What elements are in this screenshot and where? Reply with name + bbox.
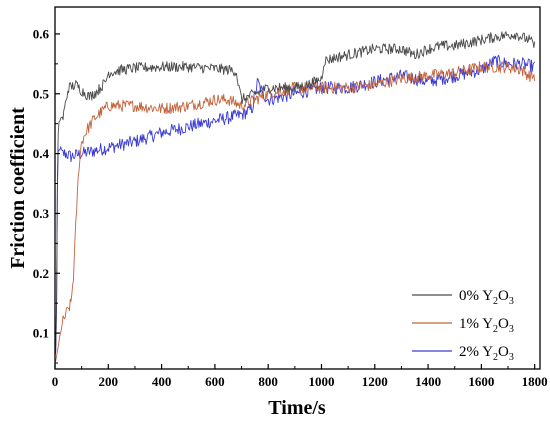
x-tick-label: 800 — [258, 374, 278, 389]
x-tick-label: 1200 — [362, 374, 388, 389]
y-tick-label: 0.6 — [33, 26, 50, 41]
legend-label: 1% Y2O3 — [459, 316, 514, 335]
y-tick-label: 0.1 — [33, 326, 49, 341]
y-tick-label: 0.2 — [33, 266, 49, 281]
series-line-0 — [54, 31, 536, 350]
legend: 0% Y2O3 1% Y2O3 2% Y2O3 — [412, 288, 514, 363]
x-tick-label: 0 — [52, 374, 59, 389]
x-axis-title: Time/s — [268, 397, 326, 419]
y-axis: 0.1 0.2 0.3 0.4 0.5 0.6 — [33, 26, 60, 364]
x-tick-label: 1400 — [415, 374, 441, 389]
series-line-1 — [54, 60, 536, 363]
x-tick-label: 1800 — [522, 374, 548, 389]
legend-label: 0% Y2O3 — [459, 288, 514, 307]
x-tick-label: 400 — [152, 374, 172, 389]
y-axis-title: Friction coefficient — [7, 107, 29, 269]
series-line-2 — [54, 54, 536, 357]
x-axis: 0 200 400 600 800 1000 1200 1400 1600 1800 — [52, 364, 548, 389]
y-tick-label: 0.4 — [33, 146, 50, 161]
x-tick-label: 1000 — [308, 374, 334, 389]
y-tick-label: 0.5 — [33, 86, 50, 101]
x-tick-label: 600 — [205, 374, 225, 389]
plot-frame — [54, 6, 541, 370]
plot-area — [54, 31, 536, 363]
x-tick-label: 200 — [99, 374, 119, 389]
x-tick-label: 1600 — [468, 374, 494, 389]
y-tick-label: 0.3 — [33, 206, 50, 221]
legend-label: 2% Y2O3 — [459, 344, 514, 363]
